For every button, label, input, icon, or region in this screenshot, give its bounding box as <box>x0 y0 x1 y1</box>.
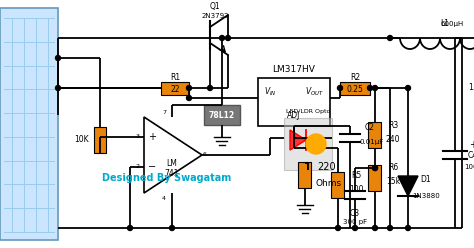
FancyBboxPatch shape <box>258 78 330 126</box>
Text: 78L12: 78L12 <box>209 111 235 120</box>
Circle shape <box>208 86 212 91</box>
Circle shape <box>186 86 191 91</box>
Text: C3: C3 <box>350 209 360 217</box>
Text: 0.01μF: 0.01μF <box>360 139 384 145</box>
Circle shape <box>373 165 377 171</box>
Text: 600μH: 600μH <box>440 21 464 27</box>
Text: E: E <box>313 139 319 149</box>
Circle shape <box>373 225 377 230</box>
Circle shape <box>336 225 340 230</box>
Text: R2: R2 <box>350 73 360 83</box>
Circle shape <box>405 225 410 230</box>
Polygon shape <box>144 117 202 193</box>
Text: $V_{OUT}$: $V_{OUT}$ <box>305 86 324 98</box>
Text: L1: L1 <box>440 20 449 29</box>
Text: LED/LDR Opto: LED/LDR Opto <box>286 109 330 114</box>
Text: R6: R6 <box>388 163 398 173</box>
Text: R3: R3 <box>388 121 398 129</box>
Text: 15k: 15k <box>386 178 400 186</box>
Text: 3: 3 <box>136 134 140 139</box>
Circle shape <box>388 35 392 40</box>
Text: C2: C2 <box>365 124 375 132</box>
Text: Ohms: Ohms <box>316 179 342 187</box>
Circle shape <box>186 95 191 100</box>
Text: R1: R1 <box>170 73 180 83</box>
FancyBboxPatch shape <box>340 82 370 94</box>
Text: 2N3792: 2N3792 <box>201 13 229 19</box>
FancyBboxPatch shape <box>284 118 332 170</box>
Text: Q1: Q1 <box>210 2 220 11</box>
Text: +: + <box>469 140 474 150</box>
Circle shape <box>55 86 61 91</box>
FancyBboxPatch shape <box>331 172 345 198</box>
Text: −: − <box>148 162 156 172</box>
Text: 300 pF: 300 pF <box>343 219 367 225</box>
Text: 7: 7 <box>162 111 166 116</box>
Text: 100μ: 100μ <box>464 164 474 170</box>
Text: Designed By Swagatam: Designed By Swagatam <box>102 173 231 183</box>
Text: 4: 4 <box>162 196 166 201</box>
Circle shape <box>128 225 133 230</box>
Text: 2: 2 <box>136 164 140 169</box>
Text: $V_{IN}$: $V_{IN}$ <box>264 86 277 98</box>
Text: +: + <box>148 132 156 142</box>
Circle shape <box>367 86 373 91</box>
Circle shape <box>405 86 410 91</box>
Text: 1N3880: 1N3880 <box>412 193 440 199</box>
Text: 10K: 10K <box>75 135 89 145</box>
Circle shape <box>55 56 61 61</box>
Circle shape <box>170 225 174 230</box>
Circle shape <box>337 86 343 91</box>
Text: 220: 220 <box>318 162 337 172</box>
FancyBboxPatch shape <box>368 165 382 191</box>
Circle shape <box>219 35 225 40</box>
FancyBboxPatch shape <box>368 122 382 148</box>
Circle shape <box>373 86 377 91</box>
Text: C4: C4 <box>468 151 474 159</box>
Circle shape <box>373 165 377 171</box>
Text: R5: R5 <box>351 171 361 180</box>
FancyBboxPatch shape <box>299 162 311 188</box>
Circle shape <box>306 134 326 154</box>
Text: 1.8V: 1.8V <box>468 84 474 93</box>
Polygon shape <box>290 130 306 150</box>
Text: 741: 741 <box>165 168 179 178</box>
FancyBboxPatch shape <box>0 8 58 240</box>
Text: 6: 6 <box>203 153 207 157</box>
Text: 22: 22 <box>170 85 180 93</box>
FancyBboxPatch shape <box>204 105 240 125</box>
Text: LM317HV: LM317HV <box>273 65 315 74</box>
FancyBboxPatch shape <box>94 127 106 153</box>
Circle shape <box>353 225 357 230</box>
FancyBboxPatch shape <box>161 82 189 94</box>
Circle shape <box>388 225 392 230</box>
Text: 240: 240 <box>386 134 400 144</box>
Text: ADJ: ADJ <box>287 112 301 121</box>
Text: LM: LM <box>166 158 177 167</box>
Text: 100: 100 <box>349 185 363 193</box>
Text: D1: D1 <box>421 176 431 185</box>
Circle shape <box>226 35 230 40</box>
Polygon shape <box>398 176 418 196</box>
Text: 0.25: 0.25 <box>346 85 364 93</box>
